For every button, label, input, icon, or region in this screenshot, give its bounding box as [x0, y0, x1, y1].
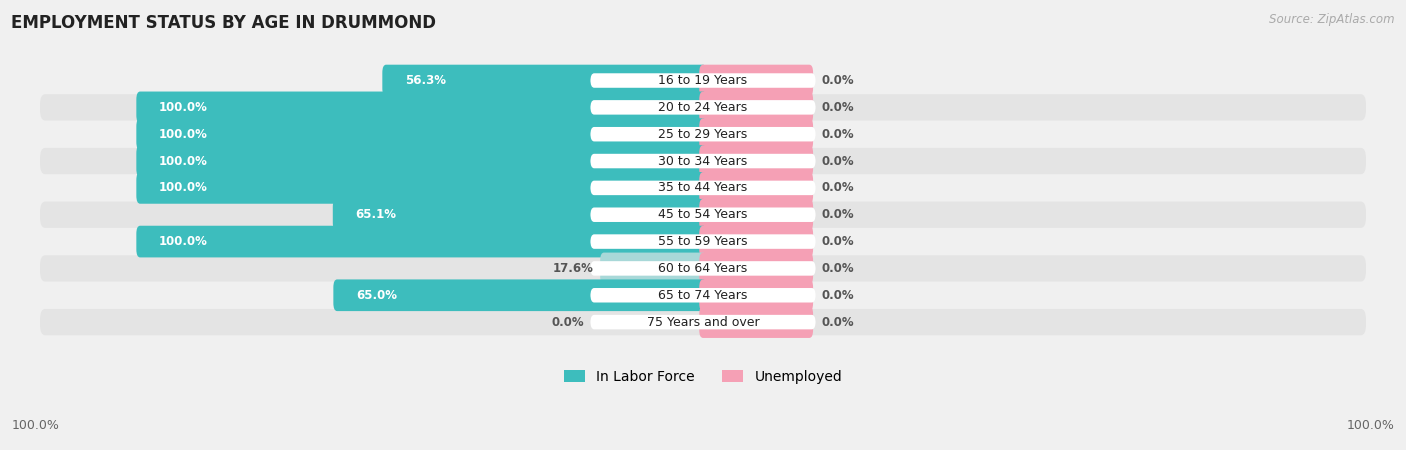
FancyBboxPatch shape: [39, 175, 1367, 201]
FancyBboxPatch shape: [699, 252, 813, 284]
FancyBboxPatch shape: [591, 73, 815, 88]
FancyBboxPatch shape: [591, 261, 815, 276]
FancyBboxPatch shape: [699, 199, 813, 230]
Text: 17.6%: 17.6%: [553, 262, 593, 275]
Text: 45 to 54 Years: 45 to 54 Years: [658, 208, 748, 221]
Text: 0.0%: 0.0%: [823, 289, 855, 302]
FancyBboxPatch shape: [39, 68, 1367, 94]
FancyBboxPatch shape: [591, 315, 815, 329]
Legend: In Labor Force, Unemployed: In Labor Force, Unemployed: [558, 364, 848, 389]
FancyBboxPatch shape: [591, 207, 815, 222]
FancyBboxPatch shape: [591, 180, 815, 195]
FancyBboxPatch shape: [591, 100, 815, 115]
FancyBboxPatch shape: [39, 282, 1367, 308]
Text: 0.0%: 0.0%: [823, 74, 855, 87]
Text: 100.0%: 100.0%: [159, 101, 208, 114]
Text: 0.0%: 0.0%: [823, 101, 855, 114]
FancyBboxPatch shape: [699, 306, 813, 338]
FancyBboxPatch shape: [591, 154, 815, 168]
FancyBboxPatch shape: [39, 94, 1367, 121]
FancyBboxPatch shape: [39, 121, 1367, 147]
Text: EMPLOYMENT STATUS BY AGE IN DRUMMOND: EMPLOYMENT STATUS BY AGE IN DRUMMOND: [11, 14, 436, 32]
Text: 0.0%: 0.0%: [823, 154, 855, 167]
FancyBboxPatch shape: [136, 91, 707, 123]
Text: 56.3%: 56.3%: [405, 74, 446, 87]
Text: 65.1%: 65.1%: [356, 208, 396, 221]
Text: 100.0%: 100.0%: [159, 154, 208, 167]
FancyBboxPatch shape: [136, 172, 707, 204]
FancyBboxPatch shape: [699, 279, 813, 311]
FancyBboxPatch shape: [591, 127, 815, 141]
Text: 100.0%: 100.0%: [11, 419, 59, 432]
Text: 100.0%: 100.0%: [159, 181, 208, 194]
Text: 75 Years and over: 75 Years and over: [647, 315, 759, 328]
Text: 16 to 19 Years: 16 to 19 Years: [658, 74, 748, 87]
FancyBboxPatch shape: [39, 309, 1367, 335]
Text: 0.0%: 0.0%: [823, 181, 855, 194]
Text: 65.0%: 65.0%: [356, 289, 396, 302]
FancyBboxPatch shape: [699, 118, 813, 150]
FancyBboxPatch shape: [39, 148, 1367, 174]
Text: 0.0%: 0.0%: [551, 315, 583, 328]
FancyBboxPatch shape: [699, 172, 813, 204]
Text: 0.0%: 0.0%: [823, 128, 855, 141]
FancyBboxPatch shape: [136, 118, 707, 150]
FancyBboxPatch shape: [699, 226, 813, 257]
FancyBboxPatch shape: [591, 288, 815, 302]
FancyBboxPatch shape: [136, 145, 707, 177]
FancyBboxPatch shape: [333, 279, 707, 311]
FancyBboxPatch shape: [591, 234, 815, 249]
Text: 35 to 44 Years: 35 to 44 Years: [658, 181, 748, 194]
Text: 25 to 29 Years: 25 to 29 Years: [658, 128, 748, 141]
Text: 100.0%: 100.0%: [159, 128, 208, 141]
Text: 0.0%: 0.0%: [823, 235, 855, 248]
Text: Source: ZipAtlas.com: Source: ZipAtlas.com: [1270, 14, 1395, 27]
FancyBboxPatch shape: [382, 65, 707, 96]
Text: 0.0%: 0.0%: [823, 262, 855, 275]
Text: 100.0%: 100.0%: [1347, 419, 1395, 432]
Text: 0.0%: 0.0%: [823, 208, 855, 221]
Text: 100.0%: 100.0%: [159, 235, 208, 248]
Text: 55 to 59 Years: 55 to 59 Years: [658, 235, 748, 248]
FancyBboxPatch shape: [333, 199, 707, 230]
FancyBboxPatch shape: [699, 91, 813, 123]
FancyBboxPatch shape: [600, 252, 707, 284]
Text: 20 to 24 Years: 20 to 24 Years: [658, 101, 748, 114]
Text: 60 to 64 Years: 60 to 64 Years: [658, 262, 748, 275]
FancyBboxPatch shape: [39, 229, 1367, 255]
FancyBboxPatch shape: [39, 202, 1367, 228]
FancyBboxPatch shape: [699, 65, 813, 96]
Text: 30 to 34 Years: 30 to 34 Years: [658, 154, 748, 167]
Text: 0.0%: 0.0%: [823, 315, 855, 328]
FancyBboxPatch shape: [136, 226, 707, 257]
FancyBboxPatch shape: [699, 145, 813, 177]
FancyBboxPatch shape: [39, 255, 1367, 282]
Text: 65 to 74 Years: 65 to 74 Years: [658, 289, 748, 302]
